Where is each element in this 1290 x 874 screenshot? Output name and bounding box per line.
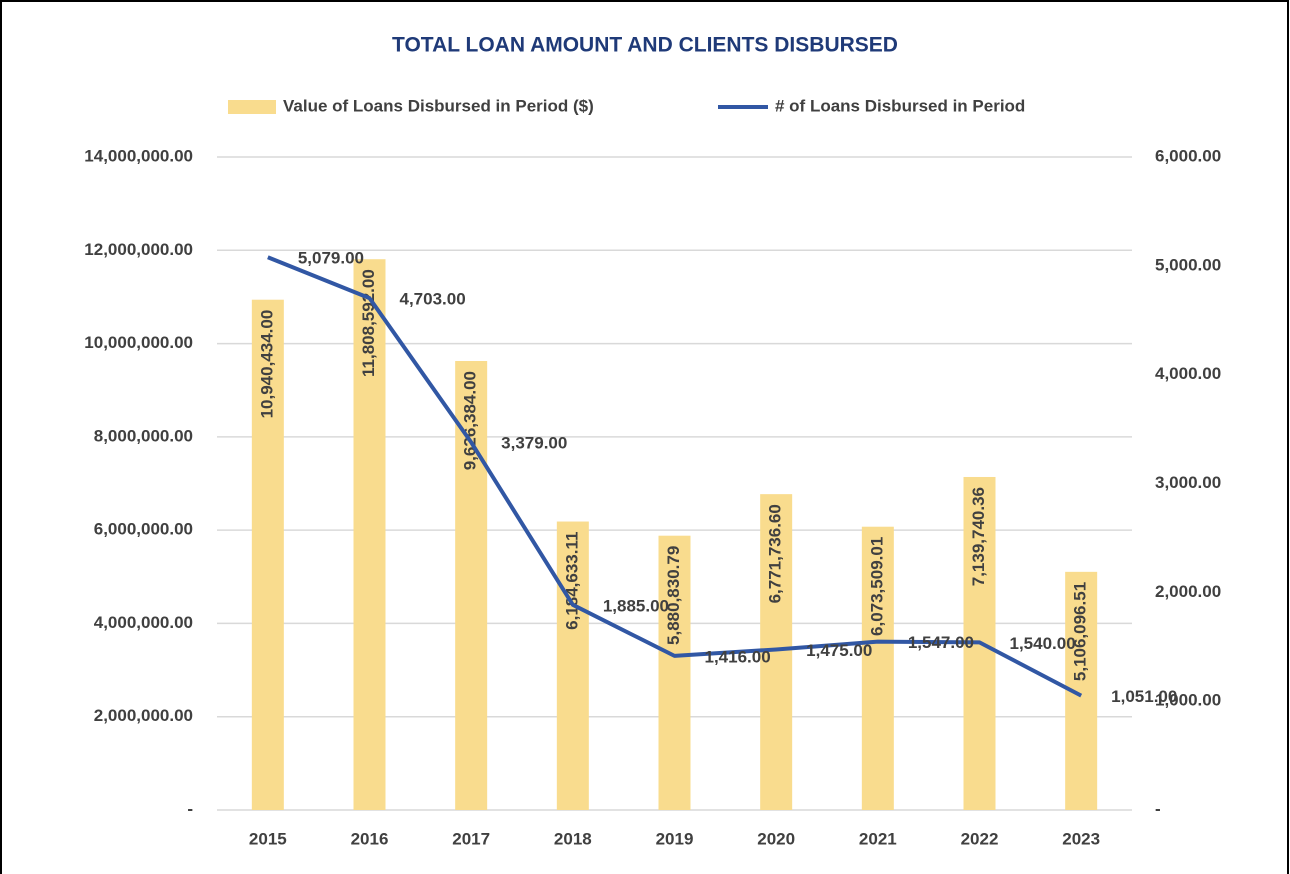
x-tick-label: 2015 <box>249 829 287 848</box>
bar <box>455 360 488 810</box>
x-tick-label: 2018 <box>554 829 592 848</box>
x-tick-label: 2020 <box>757 829 795 848</box>
y-tick-label: 2,000,000.00 <box>94 706 193 725</box>
y-tick-label: 4,000,000.00 <box>94 613 193 632</box>
legend-swatch <box>228 100 276 114</box>
bar-value-label: 5,106,096.51 <box>1071 582 1090 681</box>
bar-value-label: 9,626,384.00 <box>461 371 480 470</box>
bar <box>556 521 589 810</box>
line-value-label: 1,885.00 <box>603 596 669 615</box>
line-value-label: 3,379.00 <box>501 434 567 453</box>
line-value-label: 1,051.00 <box>1111 687 1177 706</box>
x-tick-label: 2019 <box>656 829 694 848</box>
y2-tick-label: 3,000.00 <box>1155 473 1221 492</box>
y2-tick-label: 5,000.00 <box>1155 255 1221 274</box>
y2-tick-label: 2,000.00 <box>1155 582 1221 601</box>
bar-value-label: 10,940,434.00 <box>257 310 276 419</box>
x-tick-label: 2023 <box>1062 829 1100 848</box>
legend-label: Value of Loans Disbursed in Period ($) <box>283 96 594 115</box>
y-tick-label: 10,000,000.00 <box>84 333 193 352</box>
bar <box>353 259 386 811</box>
bar-value-label: 6,184,633.11 <box>562 532 581 630</box>
y-tick-label: - <box>187 799 193 818</box>
legend-label: # of Loans Disbursed in Period <box>775 96 1025 115</box>
y-tick-label: 6,000,000.00 <box>94 520 193 539</box>
line-value-label: 4,703.00 <box>400 290 466 309</box>
y2-tick-label: 4,000.00 <box>1155 364 1221 383</box>
y-tick-label: 8,000,000.00 <box>94 426 193 445</box>
line-value-label: 1,540.00 <box>1010 634 1076 653</box>
bar-value-label: 11,808,592.00 <box>359 269 378 377</box>
bar-value-label: 5,880,830.79 <box>664 546 683 645</box>
bar <box>658 535 691 810</box>
y2-tick-label: 1,000.00 <box>1155 691 1221 710</box>
line-value-label: 5,079.00 <box>298 249 364 268</box>
bar-value-label: 6,771,736.60 <box>766 504 785 603</box>
line-value-label: 1,416.00 <box>705 647 771 666</box>
y2-tick-label: 6,000.00 <box>1155 146 1221 165</box>
x-tick-label: 2022 <box>961 829 999 848</box>
line-value-label: 1,547.00 <box>908 633 974 652</box>
bar-value-label: 7,139,740.36 <box>969 487 988 586</box>
line-value-label: 1,475.00 <box>806 641 872 660</box>
x-tick-label: 2017 <box>452 829 490 848</box>
bar <box>251 299 284 810</box>
bar <box>861 526 894 810</box>
x-tick-label: 2021 <box>859 829 897 848</box>
x-tick-label: 2016 <box>351 829 389 848</box>
y-tick-label: 12,000,000.00 <box>84 240 193 259</box>
bar-value-label: 6,073,509.01 <box>867 537 886 636</box>
y-tick-label: 14,000,000.00 <box>84 146 193 165</box>
chart-title: TOTAL LOAN AMOUNT AND CLIENTS DISBURSED <box>392 34 898 57</box>
line-series <box>267 255 1083 698</box>
y2-tick-label: - <box>1155 799 1161 818</box>
